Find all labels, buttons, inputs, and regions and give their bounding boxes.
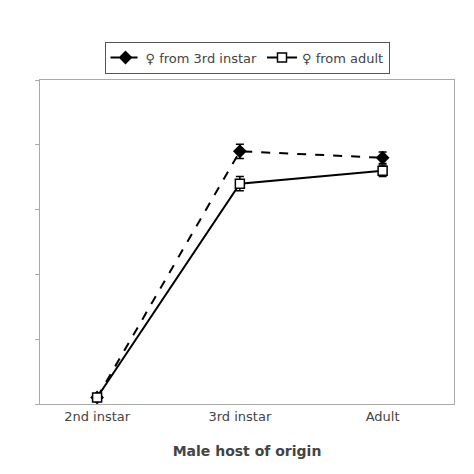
svg-text:Adult: Adult [366,409,400,424]
svg-text:♀ from 3rd instar: ♀ from 3rd instar [146,51,257,66]
svg-text:3rd instar: 3rd instar [208,409,271,424]
svg-text:♀ from adult: ♀ from adult [302,51,383,66]
svg-text:Male host of origin: Male host of origin [173,443,322,459]
svg-text:2nd instar: 2nd instar [64,409,131,424]
